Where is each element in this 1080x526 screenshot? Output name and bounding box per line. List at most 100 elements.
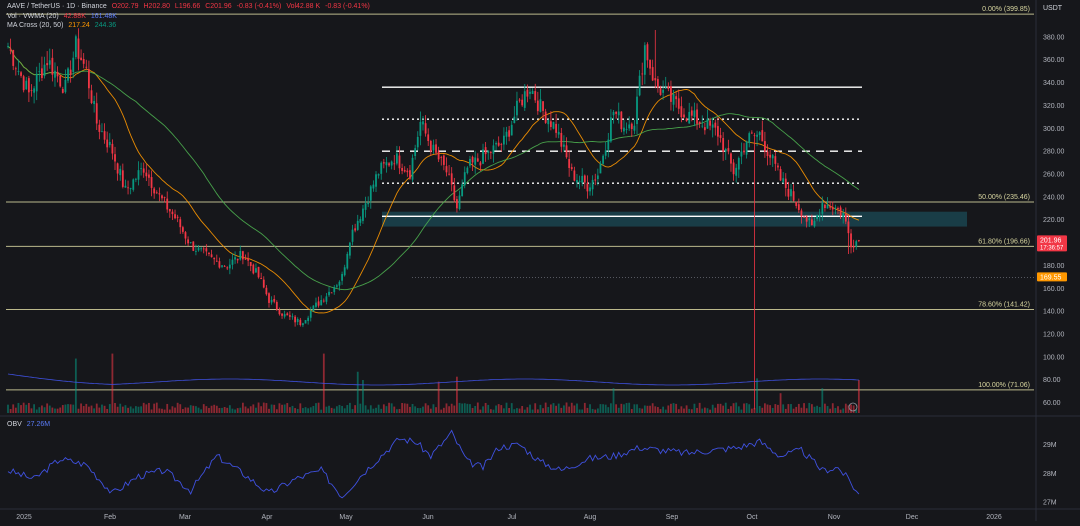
time-axis-label: May (339, 514, 353, 521)
candle-body (307, 317, 310, 322)
volume-bar (150, 409, 153, 413)
volume-bar (534, 403, 537, 413)
candle-body (176, 216, 179, 218)
volume-bar (161, 408, 163, 413)
volume-bar (74, 358, 77, 413)
candle-body (231, 259, 234, 265)
volume-bar (492, 409, 495, 413)
volume-bar (275, 409, 278, 413)
volume-bar (690, 409, 693, 413)
candle-body (508, 130, 511, 137)
volume-indicator-legend[interactable]: Vol · VWMA (20) 42.88K 161.48K (7, 12, 120, 21)
candle-body (792, 191, 795, 201)
volume-bar (636, 404, 638, 413)
candle-body (205, 248, 208, 252)
volume-bar (127, 407, 129, 413)
currency-label[interactable]: USDT (1043, 5, 1063, 12)
candle-body (656, 79, 659, 88)
volume-bar (54, 408, 56, 413)
volume-bar (646, 405, 649, 413)
price-change: -0.83 (-0.41%) (236, 3, 282, 10)
candle-body (771, 155, 774, 159)
volume-bar (43, 407, 46, 413)
ma-fast-line (7, 45, 860, 314)
candle-body (401, 167, 404, 171)
candle-body (142, 168, 145, 173)
volume-bar (560, 407, 563, 413)
candle-body (560, 132, 563, 147)
volume-bar (743, 403, 745, 413)
candle-body (795, 201, 798, 206)
candle-body (633, 125, 636, 131)
volume-bar (771, 407, 774, 413)
volume-bar (69, 404, 72, 413)
candle-body (244, 258, 247, 260)
candle-body (129, 188, 132, 189)
volume-bar (508, 407, 511, 413)
candle-body (756, 134, 758, 137)
volume-bar (30, 408, 33, 413)
candle-body (568, 159, 571, 168)
volume-bar (651, 403, 654, 413)
price-tag-timer: 17:36:57 (1040, 245, 1064, 251)
ma-cross-legend[interactable]: MA Cross (20, 50) 217.24 244.36 (7, 21, 119, 30)
candle-body (495, 143, 497, 145)
candle-body (667, 86, 670, 89)
candle-body (223, 265, 226, 267)
candle-body (7, 46, 9, 48)
volume-bar (816, 405, 818, 413)
price-axis-tick: 100.00 (1043, 354, 1065, 361)
candle-body (304, 320, 307, 324)
symbol-title[interactable]: AAVE / TetherUS · 1D · Binance (7, 3, 107, 10)
volume-bar (847, 405, 850, 413)
volume-bar (249, 406, 252, 413)
time-axis-label: Oct (747, 514, 758, 521)
candle-body (513, 116, 516, 124)
candle-body (818, 215, 821, 217)
volume-bar (795, 406, 798, 413)
candle-body (675, 96, 678, 100)
volume-bar (299, 403, 302, 413)
volume-bar (385, 406, 388, 413)
volume-bar (630, 409, 633, 413)
volume-bar (701, 408, 704, 413)
volume-bar (677, 409, 680, 413)
candle-body (769, 154, 772, 158)
candle-body (372, 184, 375, 189)
candle-body (604, 150, 607, 156)
volume-bar (821, 388, 824, 413)
volume-bar (364, 405, 367, 413)
obv-legend[interactable]: OBV 27.26M (7, 420, 53, 429)
candle-body (693, 110, 696, 117)
volume-bar (174, 407, 176, 413)
candle-body (758, 132, 761, 136)
volume-bar (257, 402, 260, 413)
volume-bar (221, 407, 223, 413)
volume-bar (153, 403, 156, 413)
volume-bar (583, 402, 586, 413)
volume-bar (800, 407, 803, 413)
volume-bar (722, 405, 725, 413)
volume-bar (375, 407, 377, 413)
candle-body (711, 124, 714, 128)
volume-bar (766, 404, 769, 413)
candle-body (427, 134, 430, 142)
candle-body (782, 178, 785, 182)
candle-body (857, 240, 860, 241)
candle-body (302, 323, 304, 326)
volume-bar (599, 404, 602, 413)
price-axis-tick: 140.00 (1043, 309, 1065, 316)
volume-bar (450, 403, 453, 413)
candle-body (573, 170, 576, 181)
candle-body (586, 183, 589, 192)
volume-bar (354, 405, 357, 413)
candle-body (610, 117, 612, 142)
candle-body (390, 161, 393, 166)
candle-body (286, 313, 289, 316)
volume-bar (706, 408, 709, 413)
candle-body (437, 151, 440, 160)
volume-bar (17, 402, 20, 413)
volume-bar (440, 409, 443, 413)
volume-bar (101, 404, 103, 413)
